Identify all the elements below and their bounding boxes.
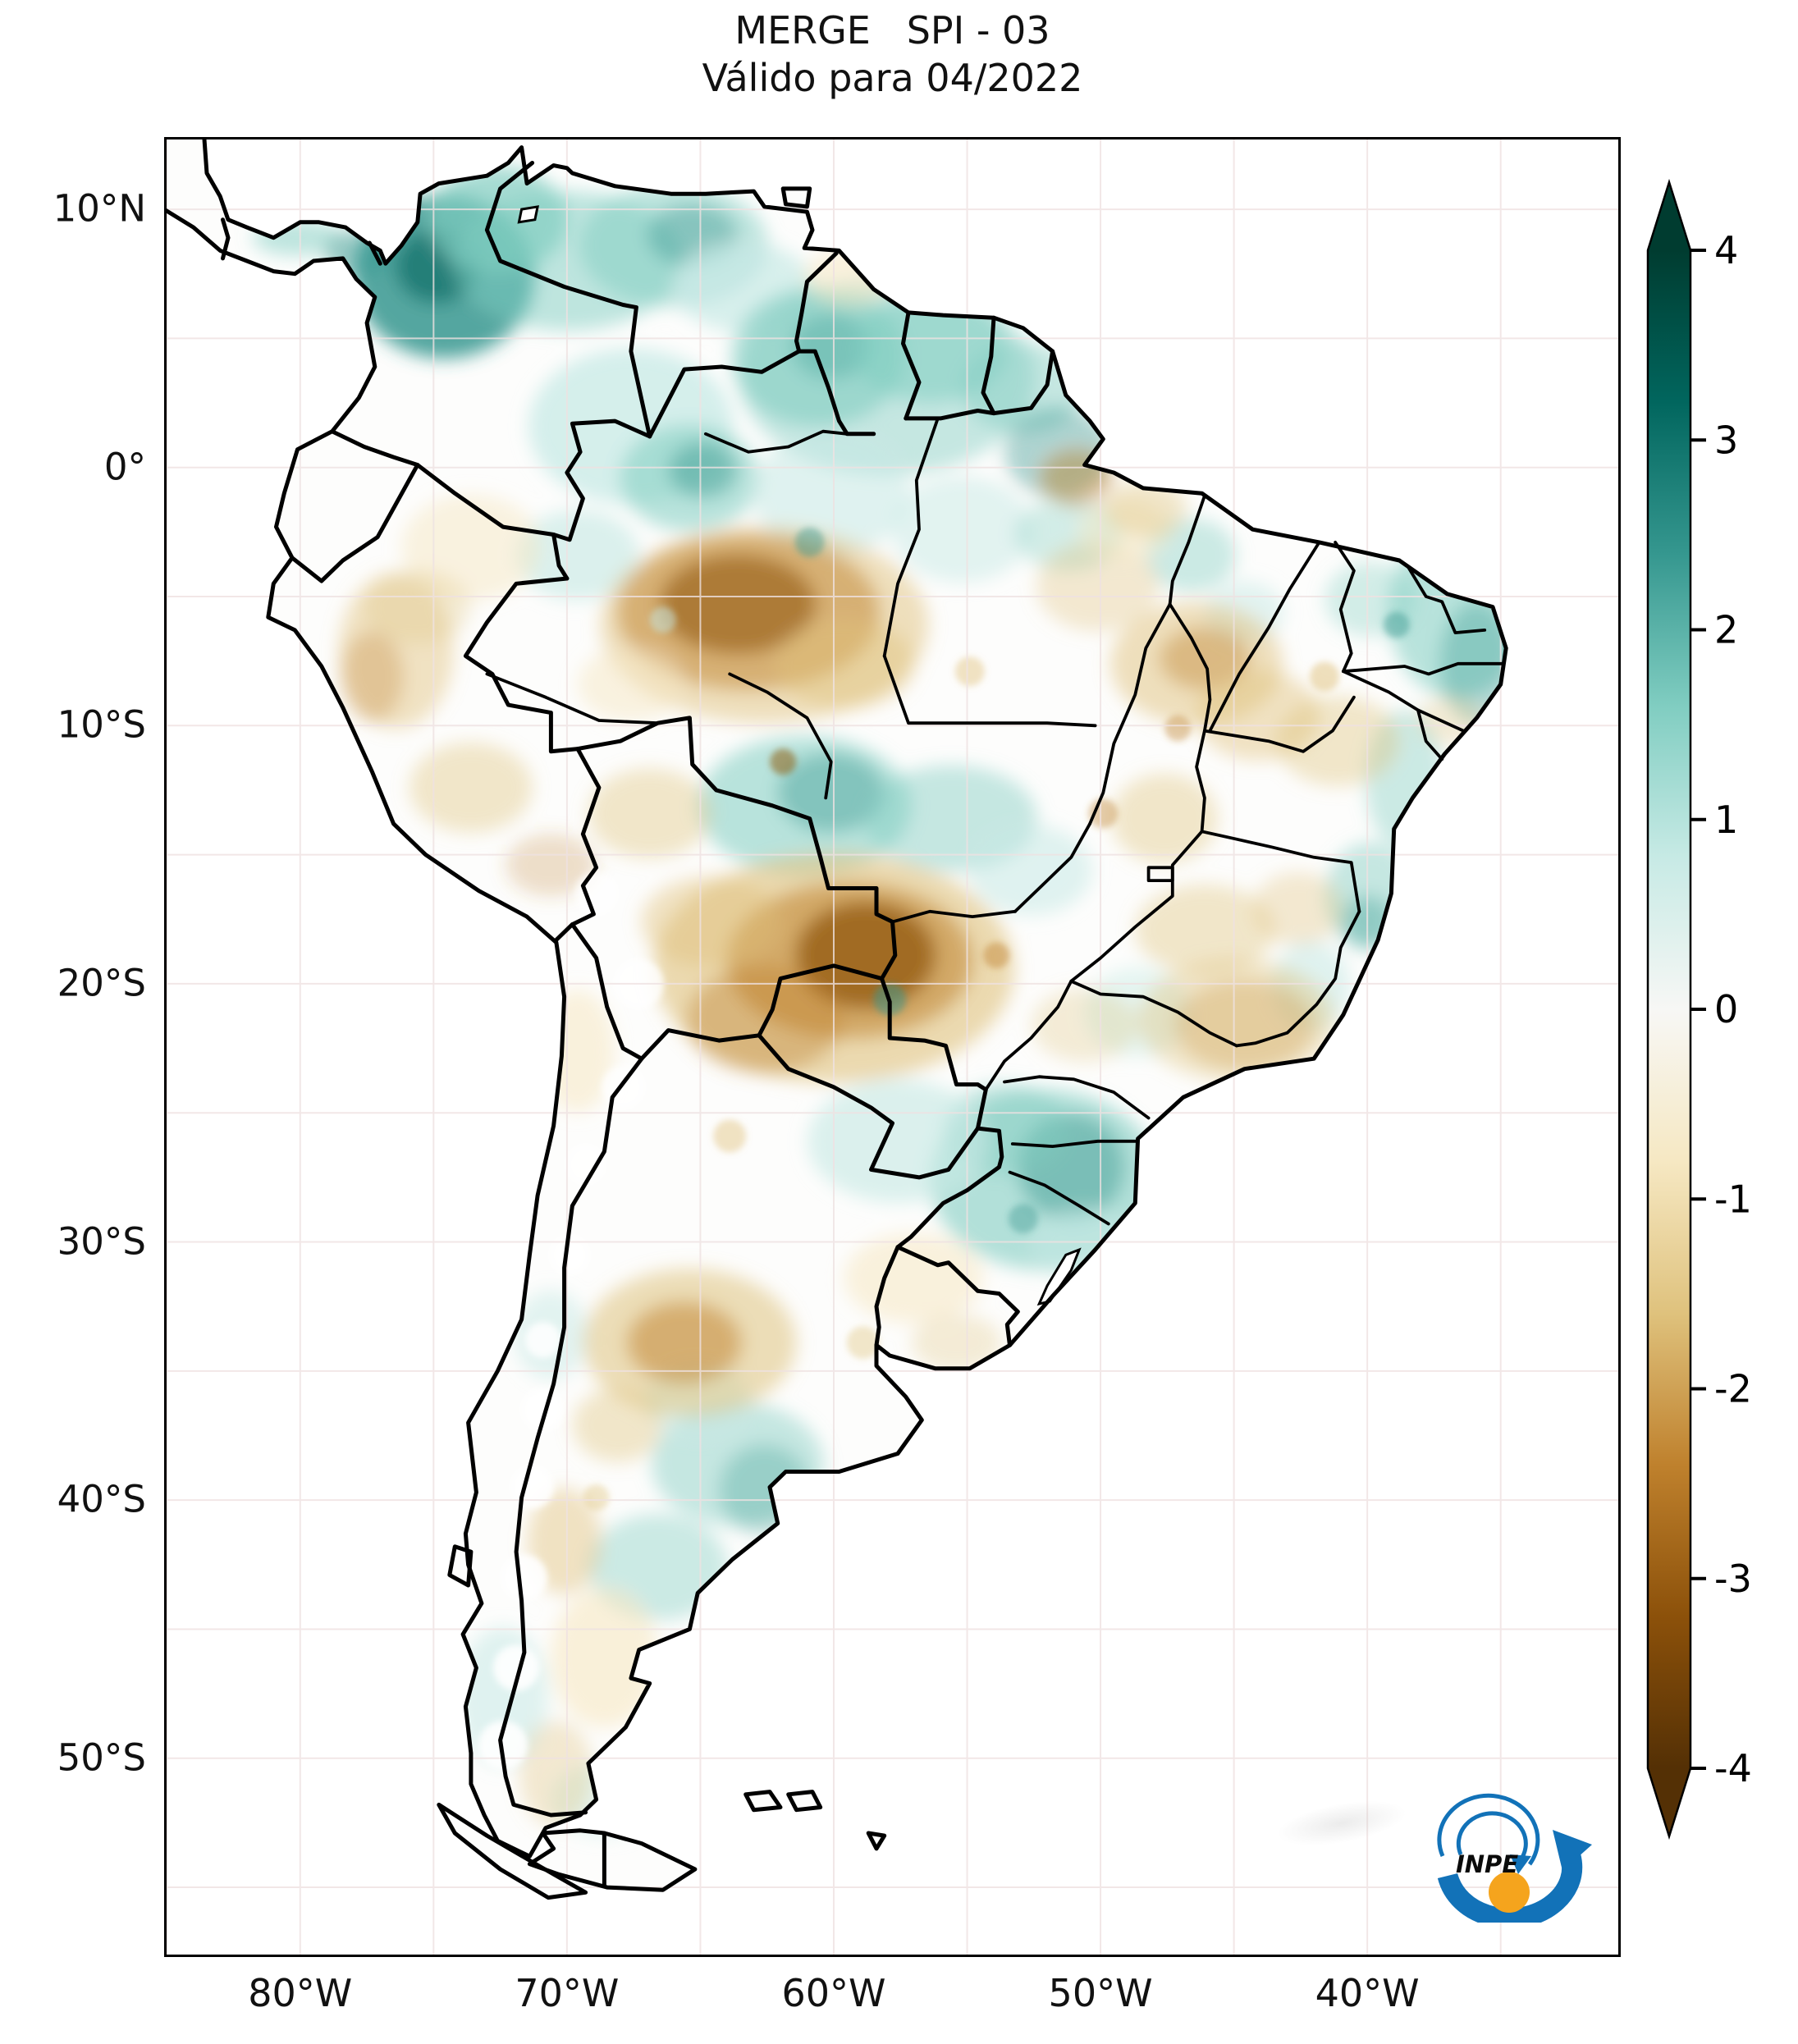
colorbar-tick-label: 3 bbox=[1714, 418, 1738, 462]
lon-tick-label: 80°W bbox=[248, 1971, 353, 2015]
lat-tick-label: 10°N bbox=[53, 186, 146, 231]
figure-subtitle: Válido para 04/2022 bbox=[702, 56, 1083, 100]
logo-arrowhead bbox=[1553, 1830, 1592, 1871]
logo-small-arrowhead bbox=[1510, 1854, 1531, 1874]
lat-tick-label: 30°S bbox=[57, 1219, 146, 1263]
lat-tick-label: 50°S bbox=[57, 1735, 146, 1780]
colorbar-ticks: 4 3 2 1 0 -1 -2 -3 -4 bbox=[1690, 228, 1752, 1790]
colorbar-tick-label: -1 bbox=[1714, 1177, 1752, 1221]
logo-text: INPE bbox=[1456, 1850, 1518, 1878]
colorbar-tick-label: -2 bbox=[1714, 1367, 1752, 1411]
colorbar-tick-label: 4 bbox=[1714, 228, 1738, 272]
colorbar-tick-label: -4 bbox=[1714, 1746, 1752, 1790]
title-block: MERGE SPI - 03 Válido para 04/2022 bbox=[164, 7, 1621, 102]
logo-inner-arc bbox=[1456, 1811, 1528, 1863]
lon-tick-label: 50°W bbox=[1048, 1971, 1153, 2015]
colorbar-tick-label: -3 bbox=[1714, 1557, 1752, 1601]
colorbar-tick-label: 0 bbox=[1714, 987, 1738, 1031]
inpe-logo: INPE bbox=[1437, 1793, 1592, 1923]
lat-tick-label: 10°S bbox=[57, 702, 146, 747]
colorbar-tick-label: 2 bbox=[1714, 608, 1738, 652]
colorbar-bar bbox=[1646, 178, 1692, 1841]
lat-tick-label: 40°S bbox=[57, 1477, 146, 1521]
map-canvas bbox=[164, 137, 1621, 1957]
colorbar-tick-label: 1 bbox=[1714, 798, 1738, 842]
figure-title: MERGE SPI - 03 bbox=[734, 8, 1050, 53]
lon-tick-label: 40°W bbox=[1315, 1971, 1420, 2015]
map-area bbox=[164, 137, 1621, 1957]
logo-outer-arc bbox=[1437, 1793, 1540, 1866]
lon-tick-label: 70°W bbox=[515, 1971, 620, 2015]
logo-swoosh bbox=[1437, 1853, 1583, 1923]
lat-tick-label: 20°S bbox=[57, 961, 146, 1005]
lon-tick-label: 60°W bbox=[781, 1971, 886, 2015]
lat-tick-label: 0° bbox=[103, 445, 146, 489]
colorbar: 4 3 2 1 0 -1 -2 -3 -4 bbox=[1646, 178, 1752, 1841]
logo-orange-dot bbox=[1489, 1872, 1530, 1913]
